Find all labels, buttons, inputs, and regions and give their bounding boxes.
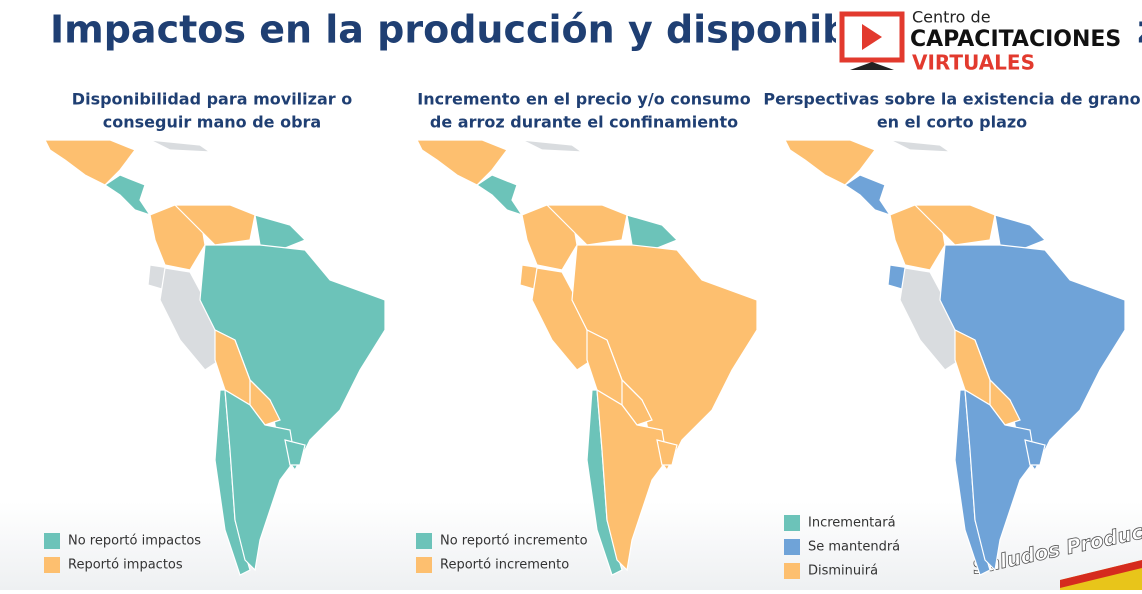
country [913,204,996,246]
country [254,214,307,251]
logo-text: VIRTUALES [912,51,1035,75]
panel-title: Perspectivas sobre la existencia de gran… [763,90,1140,109]
legend-label: Reportó incremento [440,558,569,573]
country [545,204,628,246]
legend-swatch [44,557,60,573]
legend-swatch [784,539,800,555]
legend-label: No reportó impactos [68,534,201,549]
legend-label: No reportó incremento [440,534,588,549]
legend-swatch [44,533,60,549]
logo-text: Centro de [912,8,991,27]
panel: Perspectivas sobre la existencia de gran… [763,90,1141,579]
country [964,388,1036,572]
panel: Disponibilidad para movilizar o conseguir… [44,90,386,576]
legend-swatch [416,533,432,549]
country [621,378,653,426]
country [626,214,679,251]
country [656,439,678,466]
flag [1060,560,1142,588]
legend-label: Incrementará [808,516,896,531]
country [989,378,1021,426]
country [596,388,668,572]
legend-label: Disminuirá [808,564,878,579]
legend-swatch [784,515,800,531]
country [843,174,892,217]
panel-title: conseguir mano de obra [103,113,321,132]
logo-base [850,62,894,70]
country [521,139,585,153]
legend-swatch [416,557,432,573]
country [1024,439,1046,466]
country [103,174,152,217]
country [224,388,296,572]
country [994,214,1047,251]
logo-text: CAPACITACIONES [910,27,1121,52]
country [249,378,281,426]
country [149,139,213,153]
map [44,139,386,576]
legend-label: Se mantendrá [808,540,900,555]
country [889,139,953,153]
map [784,139,1126,576]
logo: Centro de CAPACITACIONES VIRTUALES [836,8,1136,80]
logo-play [862,24,882,50]
map [416,139,758,576]
country [284,439,306,466]
country [475,174,524,217]
country [173,204,256,246]
panel-title: Incremento en el precio y/o consumo [417,90,750,109]
panel: Incremento en el precio y/o consumo de ar… [416,90,758,576]
logo-frame [839,11,905,63]
panel-title: Disponibilidad para movilizar o [72,90,352,109]
panel-title: de arroz durante el confinamiento [430,113,738,132]
legend-swatch [784,563,800,579]
panel-title: en el corto plazo [877,113,1027,132]
legend-label: Reportó impactos [68,558,183,573]
